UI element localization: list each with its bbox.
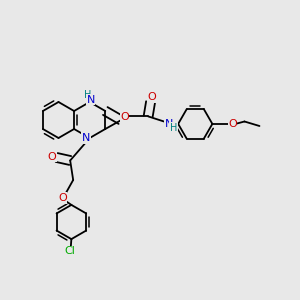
Text: N: N [82,133,90,143]
Text: N: N [165,119,173,129]
Text: O: O [58,193,67,203]
Text: O: O [228,119,237,129]
Text: H: H [170,123,177,133]
Text: H: H [85,90,92,100]
Text: O: O [148,92,156,103]
Text: O: O [120,112,129,122]
Text: N: N [86,94,95,105]
Text: Cl: Cl [65,246,76,256]
Text: O: O [47,152,56,162]
